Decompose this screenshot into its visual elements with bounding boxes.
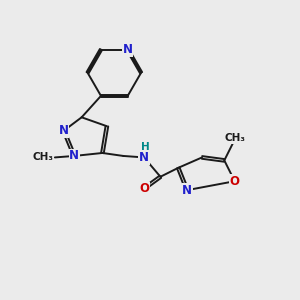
Text: H: H [141,142,150,152]
Text: N: N [123,43,133,56]
Text: O: O [139,182,149,195]
Text: N: N [139,151,149,164]
Text: N: N [69,149,79,162]
Text: N: N [59,124,69,137]
Text: CH₃: CH₃ [224,133,245,143]
Text: CH₃: CH₃ [32,152,53,162]
Text: O: O [230,175,240,188]
Text: N: N [182,184,192,196]
